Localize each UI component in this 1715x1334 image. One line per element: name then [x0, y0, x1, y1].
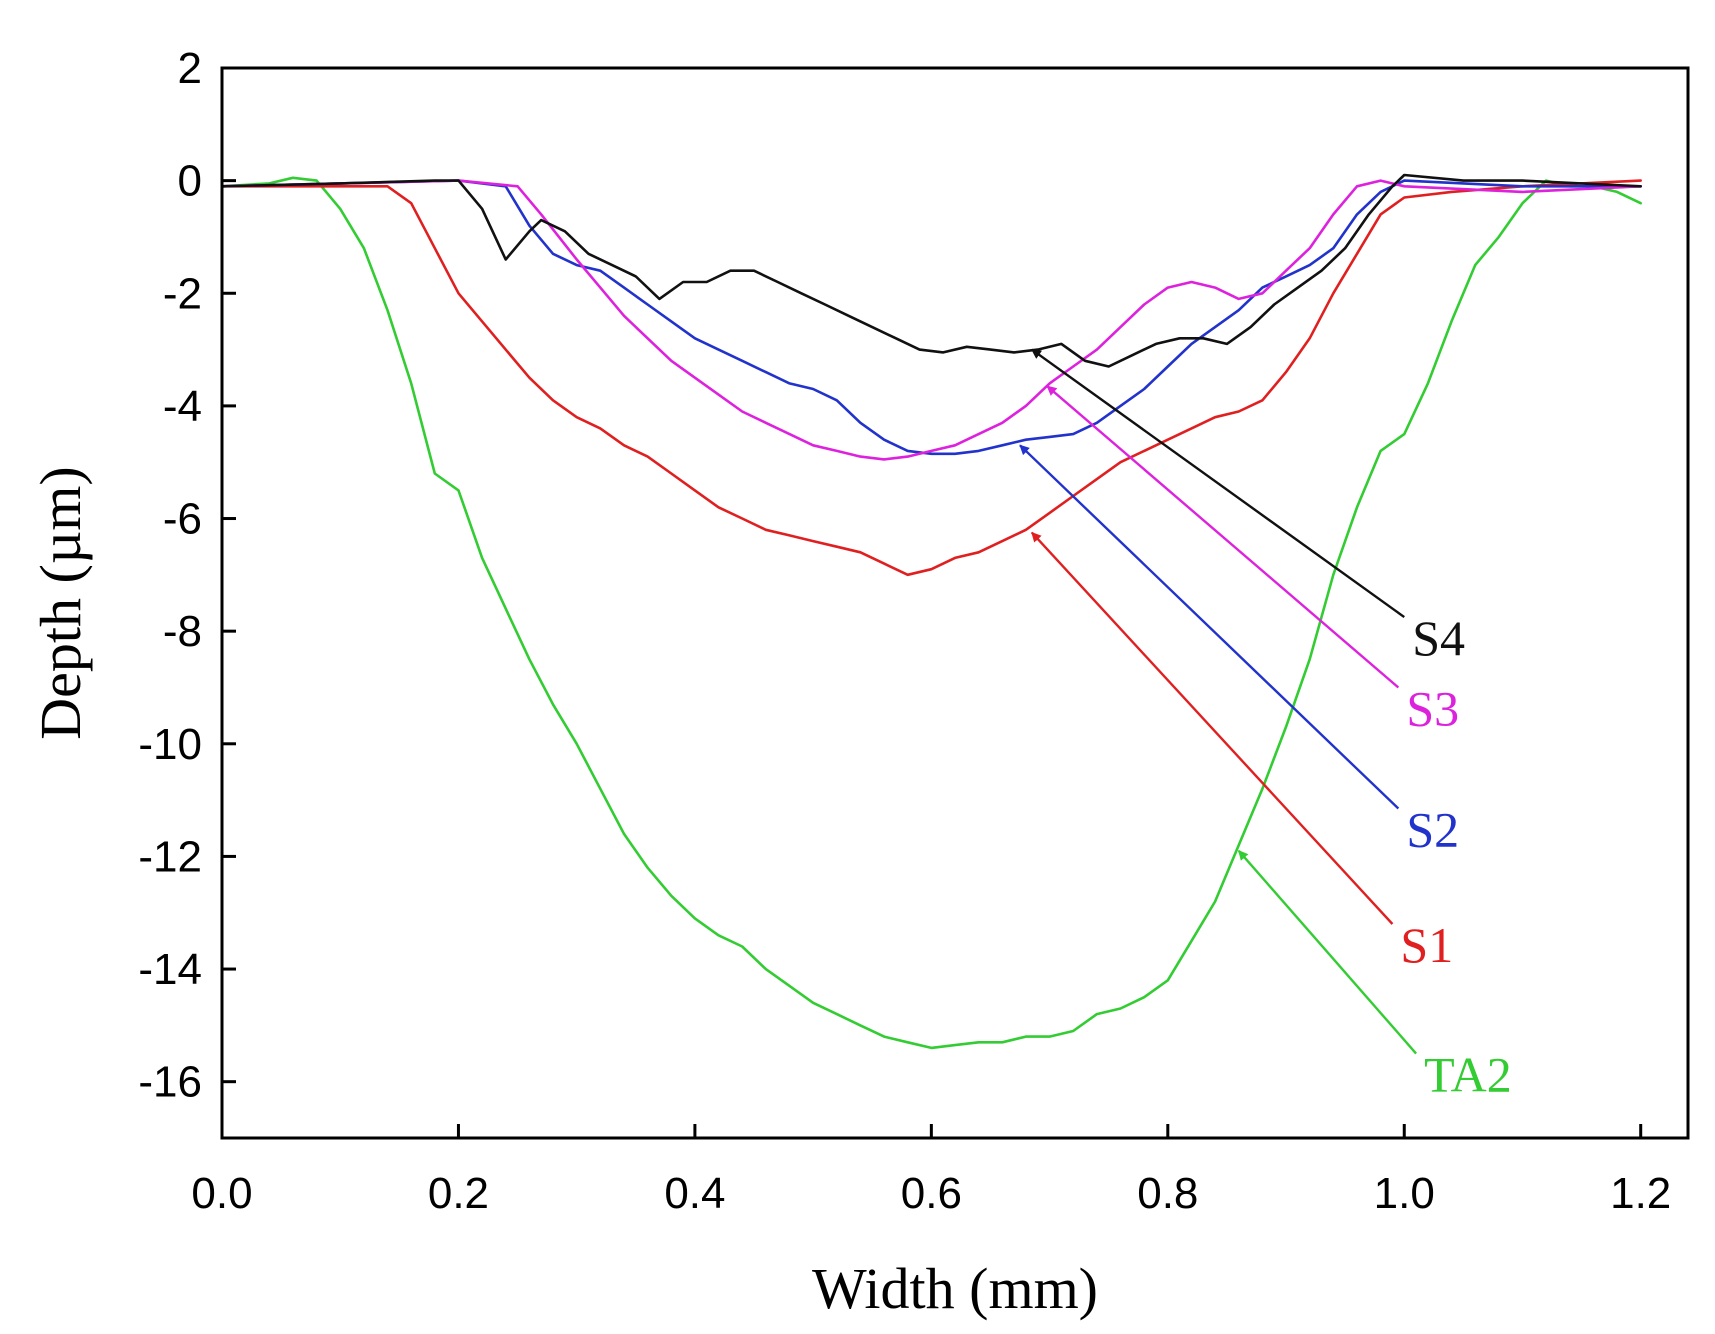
- x-tick-label: 0.8: [1137, 1169, 1198, 1218]
- x-tick-label: 0.0: [191, 1169, 252, 1218]
- x-tick-label: 0.2: [428, 1169, 489, 1218]
- arrow-s2: [1019, 444, 1400, 810]
- y-tick-label: -10: [138, 720, 202, 769]
- arrow-s4: [1031, 348, 1405, 619]
- y-tick-label: -14: [138, 945, 202, 994]
- series-layer: [220, 173, 1642, 1050]
- curve-label-s4: S4: [1412, 610, 1465, 666]
- series-line-s4: [220, 173, 1642, 368]
- series-line-s1: [220, 179, 1642, 577]
- x-axis-title: Width (mm): [812, 1256, 1098, 1321]
- y-axis-title: Depth (µm): [28, 466, 93, 739]
- y-tick-label: -8: [163, 607, 202, 656]
- tick-layer: 0.0 0.2 0.4 0.6 0.8 1.0 1.2 2 0 -2 -4 -6 -8 -10 -12 -14…: [138, 44, 1671, 1218]
- arrow-s1: [1030, 531, 1394, 925]
- annotation-layer: S4 S3 S2 S1 TA2: [1019, 348, 1512, 1103]
- x-tick-label: 0.6: [901, 1169, 962, 1218]
- y-tick-label: 0: [178, 157, 202, 206]
- y-tick-label: -16: [138, 1058, 202, 1107]
- series-line-ta2: [220, 176, 1642, 1050]
- series-line-s3: [220, 179, 1642, 461]
- arrow-ta2: [1237, 849, 1417, 1055]
- arrow-s3: [1046, 385, 1400, 689]
- x-tick-label: 1.2: [1610, 1169, 1671, 1218]
- plot-frame: [220, 66, 1690, 1140]
- y-tick-label: -6: [163, 495, 202, 544]
- y-tick-label: 2: [178, 44, 202, 93]
- curve-label-ta2: TA2: [1424, 1047, 1512, 1103]
- y-tick-label: -2: [163, 269, 202, 318]
- y-tick-label: -12: [138, 832, 202, 881]
- curve-label-s3: S3: [1406, 680, 1459, 736]
- curve-label-s1: S1: [1400, 917, 1453, 973]
- x-tick-label: 0.4: [664, 1169, 725, 1218]
- y-tick-label: -4: [163, 382, 202, 431]
- curve-label-s2: S2: [1406, 802, 1459, 858]
- x-tick-label: 1.0: [1374, 1169, 1435, 1218]
- series-line-s2: [220, 179, 1642, 456]
